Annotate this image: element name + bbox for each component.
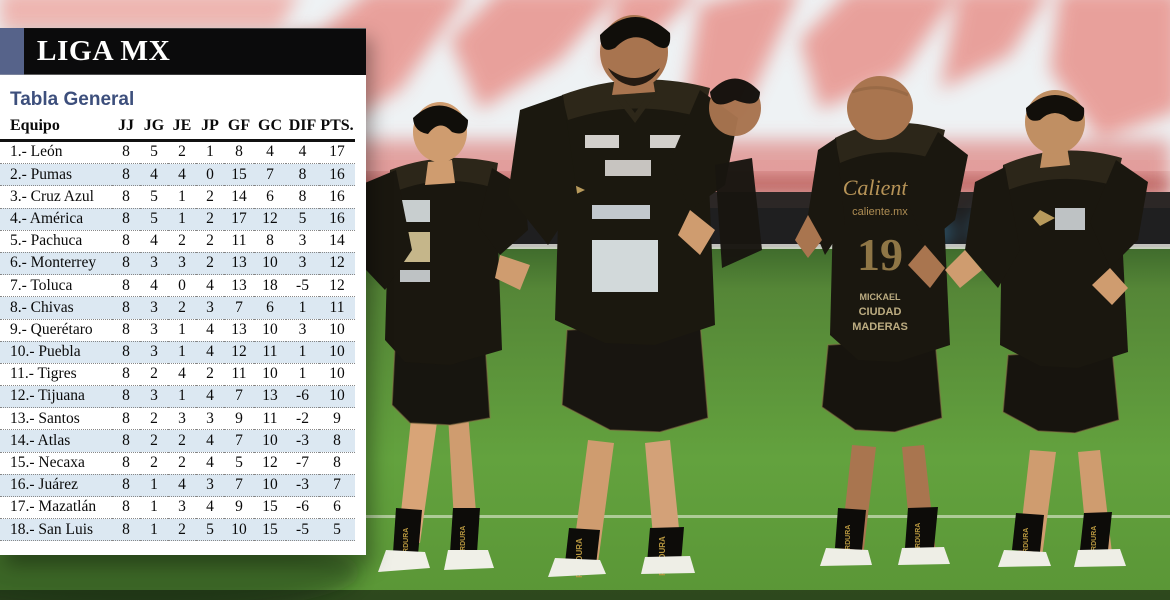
svg-text:CIUDAD: CIUDAD bbox=[859, 306, 902, 318]
svg-text:caliente.mx: caliente.mx bbox=[852, 206, 908, 218]
svg-text:MADERAS: MADERAS bbox=[852, 321, 908, 333]
svg-text:19: 19 bbox=[857, 229, 903, 280]
svg-text:MICKAEL: MICKAEL bbox=[860, 292, 901, 302]
